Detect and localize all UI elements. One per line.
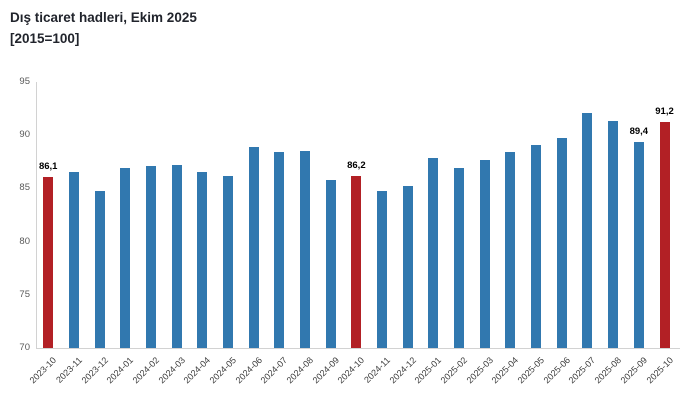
bar-2025-05 (531, 144, 542, 348)
bar-2024-05 (222, 175, 233, 348)
y-tick-label-90: 90 (19, 129, 30, 141)
bar-2024-10 (351, 175, 362, 348)
bar-2025-03 (479, 159, 490, 348)
y-tick-label-85: 85 (19, 182, 30, 194)
bar-2023-12 (94, 190, 105, 348)
y-tick-label-70: 70 (19, 342, 30, 353)
bar-2024-01 (120, 168, 131, 348)
data-label-2025-09: 89,4 (629, 125, 649, 137)
y-tick-label-95: 95 (19, 76, 30, 87)
bar-2025-02 (454, 168, 465, 348)
bar-2025-09 (633, 141, 644, 348)
bar-2025-08 (608, 121, 619, 348)
bar-2023-11 (68, 172, 79, 348)
bar-2024-07 (274, 152, 285, 348)
plot-area (36, 82, 680, 349)
chart-subtitle: [2015=100] (10, 31, 80, 46)
bar-2025-07 (582, 112, 593, 348)
bar-2025-01 (428, 157, 439, 348)
bar-2025-06 (556, 138, 567, 348)
y-tick-label-80: 80 (19, 235, 30, 247)
data-label-2023-10: 86,1 (38, 160, 58, 172)
bar-2023-10 (43, 176, 54, 348)
bar-2024-12 (402, 186, 413, 348)
bar-2024-09 (325, 179, 336, 348)
bar-2025-10 (659, 122, 670, 348)
bar-2024-02 (145, 166, 156, 348)
bar-2024-08 (300, 151, 310, 348)
y-tick-label-75: 75 (19, 288, 30, 300)
data-label-2024-10: 86,2 (347, 159, 366, 171)
chart-title: Dış ticaret hadleri, Ekim 2025 (10, 10, 197, 25)
bar-2025-04 (505, 152, 516, 348)
data-label-2025-10: 91,2 (655, 106, 674, 118)
bar-2024-03 (171, 164, 182, 348)
bar-2024-04 (197, 172, 208, 348)
bar-2024-11 (377, 190, 388, 348)
bar-2024-06 (248, 146, 259, 348)
